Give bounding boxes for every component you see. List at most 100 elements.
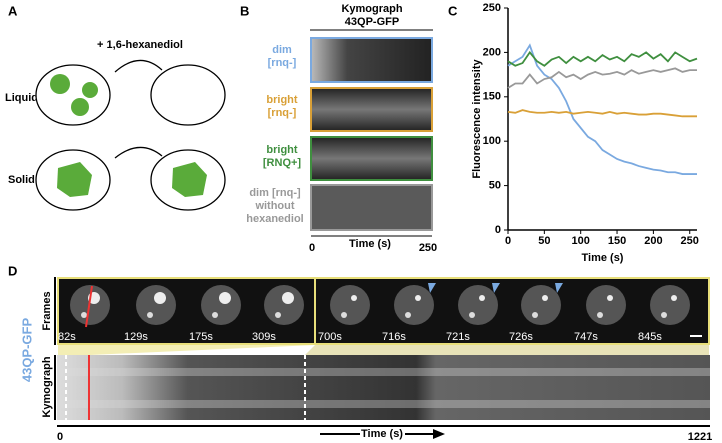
frame-time: 700s <box>318 331 342 343</box>
panel-letter: A <box>8 3 18 18</box>
focus <box>542 295 548 301</box>
x-axis-label: Time (s) <box>582 252 624 264</box>
y-axis-label: Fluorescence intensity <box>471 59 483 179</box>
y-tick-label: 150 <box>483 91 501 103</box>
series-line <box>507 67 697 89</box>
kymograph <box>57 355 710 420</box>
header: Kymograph <box>341 3 402 15</box>
label: [rnq-] <box>268 107 297 119</box>
x-tick-label: 100 <box>572 235 590 247</box>
cell <box>264 285 304 325</box>
cell <box>650 285 690 325</box>
cell <box>586 285 626 325</box>
frame-time: 716s <box>382 331 406 343</box>
panel-letter: B <box>240 3 249 18</box>
kymograph <box>310 184 433 231</box>
cell <box>458 285 498 325</box>
focus <box>469 312 475 318</box>
frame-time: 747s <box>574 331 598 343</box>
arrowheads <box>428 283 563 293</box>
x-tick-label: 0 <box>505 235 511 247</box>
row-label: Frames <box>41 291 53 330</box>
panel-letter: C <box>448 3 458 18</box>
series-line <box>507 43 697 175</box>
kymograph <box>310 87 433 132</box>
axis-label: 0 <box>309 242 315 254</box>
x-tick-label: 250 <box>681 235 699 247</box>
frame-time: 175s <box>189 331 213 343</box>
focus <box>341 312 347 318</box>
y-tick-label: 50 <box>489 180 501 192</box>
focus <box>212 312 218 318</box>
focus <box>275 312 281 318</box>
frame-time: 726s <box>509 331 533 343</box>
series-line <box>507 50 698 67</box>
cell <box>136 285 176 325</box>
row-label: Solid <box>8 174 35 186</box>
zoom-wedge <box>305 345 709 355</box>
cell <box>201 285 241 325</box>
cells <box>70 285 690 325</box>
axis-label: Time (s) <box>349 238 391 250</box>
frame-time: 309s <box>252 331 276 343</box>
row-label: Liquid <box>5 92 38 104</box>
focus <box>81 312 87 318</box>
axis-label: 1221 <box>688 431 712 443</box>
focus <box>597 312 603 318</box>
cell <box>521 285 561 325</box>
focus <box>607 295 613 301</box>
frame-time: 845s <box>638 331 662 343</box>
label: bright <box>266 94 297 106</box>
focus <box>479 295 485 301</box>
row-label: Kymograph <box>41 356 53 417</box>
focus <box>532 312 538 318</box>
label: without <box>254 200 294 212</box>
kymograph <box>310 136 433 181</box>
axis-label: Time (s) <box>361 428 403 440</box>
treatment: + 1,6-hexanediol <box>97 39 183 51</box>
focus <box>219 292 231 304</box>
construct: 43QP-GFP <box>19 318 34 383</box>
band <box>57 368 710 376</box>
x-tick-label: 50 <box>538 235 550 247</box>
kymograph <box>310 37 433 83</box>
frame-time: 82s <box>58 331 76 343</box>
cell-diagram <box>35 59 226 211</box>
focus <box>661 312 667 318</box>
cell <box>330 285 370 325</box>
y-tick-label: 200 <box>483 46 501 58</box>
header: 43QP-GFP <box>345 16 399 28</box>
label: [rnq-] <box>268 57 297 69</box>
zoom-wedge <box>58 345 315 355</box>
focus <box>671 295 677 301</box>
y-tick-label: 250 <box>483 2 501 14</box>
cell <box>394 285 434 325</box>
axis-label: 0 <box>57 431 63 443</box>
focus <box>405 312 411 318</box>
axis-label: 250 <box>419 242 437 254</box>
label: hexanediol <box>246 213 303 225</box>
x-tick-label: 150 <box>608 235 626 247</box>
band <box>57 400 710 408</box>
frame-group <box>314 277 710 345</box>
y-tick-label: 100 <box>483 135 501 147</box>
focus <box>147 312 153 318</box>
label: dim [rnq-] <box>249 187 301 199</box>
y-tick-label: 0 <box>495 224 501 236</box>
label: dim <box>272 44 292 56</box>
x-tick-label: 200 <box>644 235 662 247</box>
focus <box>154 292 166 304</box>
focus <box>415 295 421 301</box>
frame-time: 721s <box>446 331 470 343</box>
marker <box>85 285 93 328</box>
panel-letter: D <box>8 263 17 278</box>
frame-time: 129s <box>124 331 148 343</box>
line-chart: 0 50 100 150 200 250 0 50 100 150 200 250 Time (s) Fl… <box>471 2 699 264</box>
series-line <box>507 109 697 118</box>
scale-bar <box>690 335 702 337</box>
focus <box>282 292 294 304</box>
arrow <box>433 429 445 439</box>
focus <box>351 295 357 301</box>
label: [RNQ+] <box>263 157 302 169</box>
